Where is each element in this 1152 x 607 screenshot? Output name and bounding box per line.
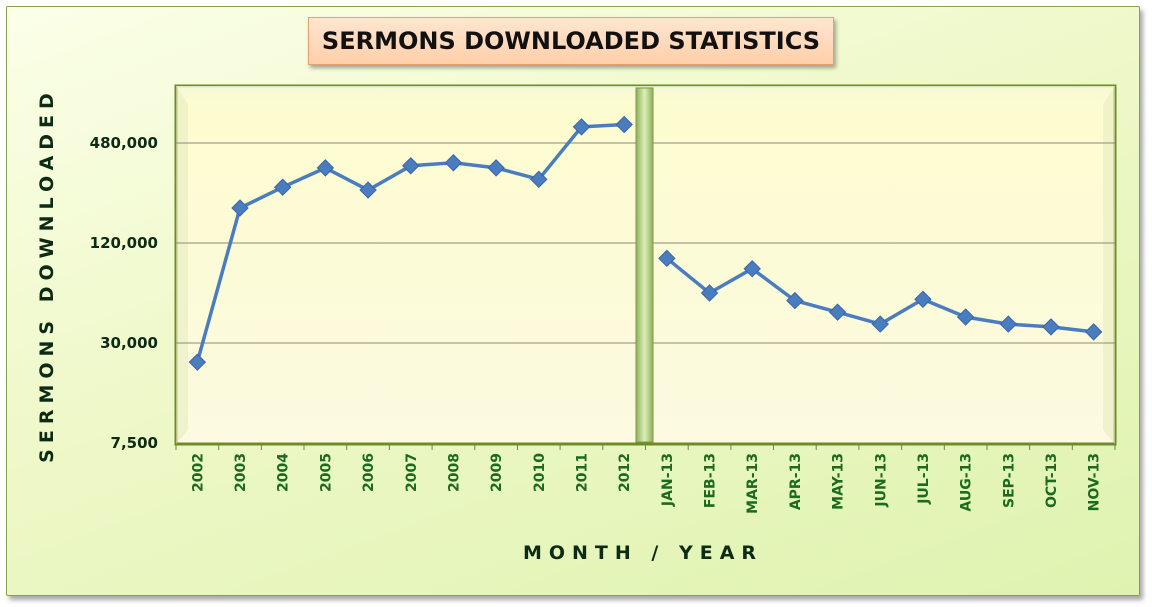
data-point xyxy=(786,291,804,310)
x-tick-label: APR-13 xyxy=(788,453,804,510)
x-tick-label: 2009 xyxy=(489,453,505,492)
x-tick-label: MAY-13 xyxy=(831,453,847,510)
data-point xyxy=(700,284,719,302)
y-tick-label: 120,000 xyxy=(90,234,158,252)
x-tick-labels: 2002 2003 2004 2005 2006 2007 2008 2009 2010 2011… xyxy=(190,453,1102,514)
series-markers xyxy=(188,115,1103,371)
data-point xyxy=(487,159,505,177)
y-tick-label: 7,500 xyxy=(111,434,158,452)
plot-bevel-right xyxy=(1103,86,1115,444)
x-tick-label: FEB-13 xyxy=(703,453,719,508)
x-tick-label: 2002 xyxy=(190,453,206,492)
x-tick-label: 2011 xyxy=(575,453,591,492)
y-tick-labels: 7,500 30,000 120,000 480,000 xyxy=(90,134,158,452)
data-point xyxy=(444,154,463,172)
x-tick-label: 2012 xyxy=(617,453,633,492)
x-tick-label: 2004 xyxy=(276,453,292,492)
data-point xyxy=(999,315,1018,333)
data-point xyxy=(743,260,761,278)
x-tick-label: 2008 xyxy=(446,453,462,492)
x-tick-label: MAR-13 xyxy=(745,453,761,514)
data-point xyxy=(572,118,591,136)
x-tick-label: JAN-13 xyxy=(660,453,676,507)
y-tick-label: 30,000 xyxy=(100,334,158,352)
x-axis-title: MONTH / YEAR xyxy=(522,542,764,564)
data-point xyxy=(956,308,975,326)
x-tick-label: 2010 xyxy=(532,453,548,492)
data-point xyxy=(402,157,420,175)
chart-title: SERMONS DOWNLOADED STATISTICS xyxy=(321,27,821,55)
x-tick-label: NOV-13 xyxy=(1087,453,1103,511)
data-point xyxy=(273,178,292,196)
plot-bevel-left xyxy=(176,86,188,444)
data-point xyxy=(615,115,633,134)
data-point xyxy=(359,181,377,199)
data-point xyxy=(1084,323,1103,341)
x-tick-label: AUG-13 xyxy=(959,453,975,512)
x-tick-label: 2006 xyxy=(361,453,377,492)
data-point xyxy=(871,315,889,333)
y-tick-label: 480,000 xyxy=(90,134,158,152)
data-point xyxy=(188,353,207,371)
data-point xyxy=(1042,318,1060,336)
x-tick-label: OCT-13 xyxy=(1044,453,1060,508)
data-point xyxy=(530,170,548,189)
data-point xyxy=(828,303,847,321)
y-axis-title: SERMONS DOWNLOADED xyxy=(36,87,58,463)
x-tick-label: 2007 xyxy=(404,453,420,492)
data-point xyxy=(231,199,249,217)
chart-title-box: SERMONS DOWNLOADED STATISTICS xyxy=(308,17,834,65)
axis-ticks xyxy=(175,444,1116,450)
x-tick-label: JUN-13 xyxy=(873,453,889,508)
x-tick-label: 2003 xyxy=(233,453,249,492)
data-point xyxy=(658,249,676,268)
x-tick-label: JUL-13 xyxy=(916,453,932,505)
x-tick-label: 2005 xyxy=(318,453,334,492)
period-divider-bar xyxy=(635,87,654,443)
data-point xyxy=(914,290,932,308)
data-point xyxy=(316,159,335,177)
x-tick-label: SEP-13 xyxy=(1001,453,1017,508)
